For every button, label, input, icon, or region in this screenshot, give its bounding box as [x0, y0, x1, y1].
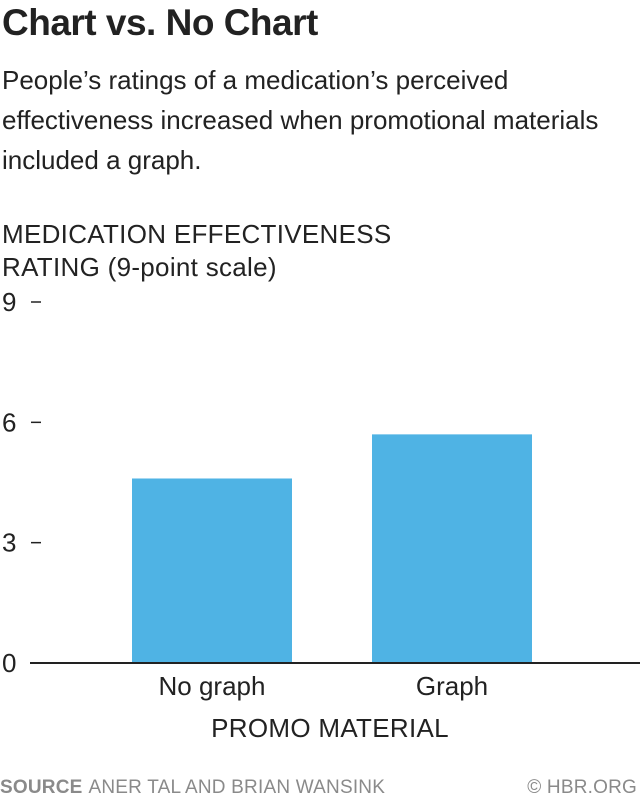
- y-axis-label: MEDICATION EFFECTIVENESS RATING (9-point…: [2, 219, 392, 282]
- y-tick-label: 0: [2, 648, 16, 678]
- y-tick-label: 3: [2, 528, 16, 558]
- source-text: ANER TAL AND BRIAN WANSINK: [88, 777, 386, 798]
- y-tick-label: 6: [2, 407, 16, 437]
- x-axis-tick-labels: No graph Graph: [159, 671, 489, 701]
- source-note: SOURCE ANER TAL AND BRIAN WANSINK: [0, 777, 385, 799]
- bar: [132, 478, 292, 663]
- y-axis-ticks: 0 3 6 9: [2, 287, 41, 678]
- source-key: SOURCE: [0, 777, 83, 798]
- x-axis-label: PROMO MATERIAL: [211, 713, 449, 743]
- x-tick-label: No graph: [159, 671, 266, 701]
- x-tick-label: Graph: [416, 671, 488, 701]
- bars: [132, 434, 532, 663]
- chart-subtitle: People’s ratings of a medication’s perce…: [2, 65, 599, 175]
- bar-chart: 0 3 6 9 No graph Graph PROMO MATERIAL: [2, 287, 640, 743]
- y-tick-label: 9: [2, 287, 16, 317]
- chart-title: Chart vs. No Chart: [2, 2, 318, 43]
- credit: © HBR.ORG: [527, 777, 637, 798]
- bar: [372, 434, 532, 663]
